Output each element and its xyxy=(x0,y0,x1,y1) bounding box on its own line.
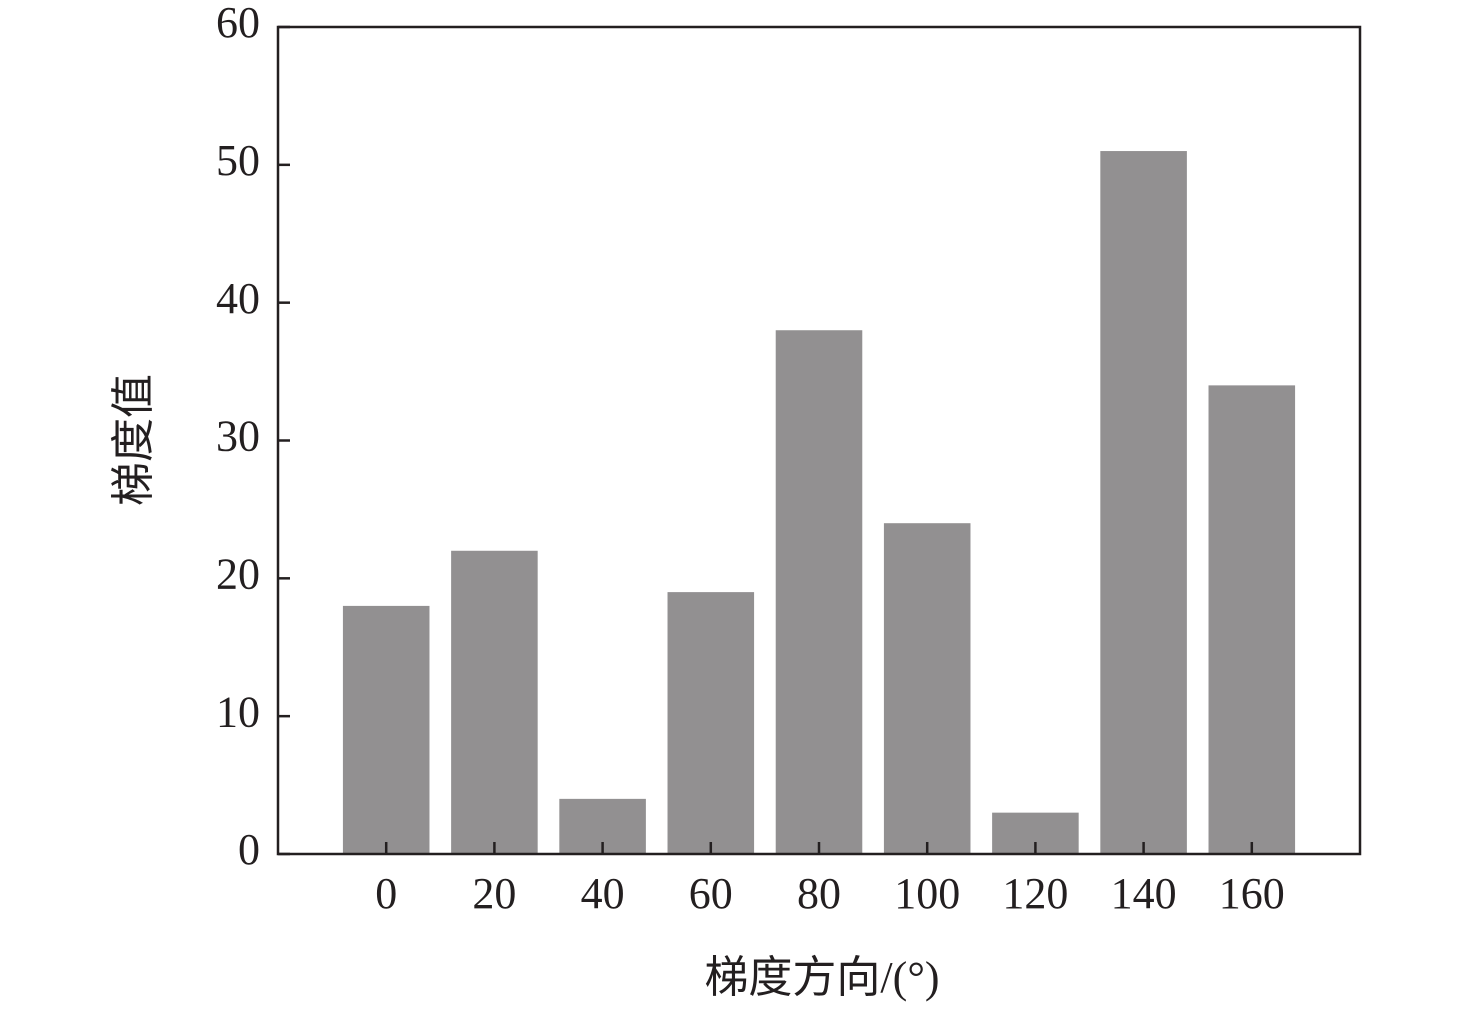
bar xyxy=(451,550,538,854)
x-tick-label: 60 xyxy=(689,869,733,918)
x-tick-label: 20 xyxy=(472,869,516,918)
x-tick-label: 0 xyxy=(375,869,397,918)
y-tick-label: 60 xyxy=(216,0,260,47)
bar xyxy=(1100,151,1187,855)
bar xyxy=(342,605,430,854)
x-tick-label: 120 xyxy=(1002,869,1068,918)
y-tick-label: 50 xyxy=(216,136,260,185)
x-tick-label: 100 xyxy=(894,869,960,918)
x-tick-label: 80 xyxy=(797,869,841,918)
x-axis-label: 梯度方向/(°) xyxy=(704,953,939,1002)
bar xyxy=(1208,385,1296,854)
x-tick-label: 40 xyxy=(581,869,625,918)
y-tick-label: 40 xyxy=(216,274,260,323)
bar xyxy=(883,523,971,854)
x-tick-label: 140 xyxy=(1111,869,1177,918)
y-axis-label: 梯度值 xyxy=(109,374,158,506)
y-tick-label: 20 xyxy=(216,549,260,598)
y-tick-label: 10 xyxy=(216,687,260,736)
y-tick-label: 0 xyxy=(238,825,260,874)
y-tick-label: 30 xyxy=(216,412,260,461)
bar xyxy=(667,592,755,854)
bar xyxy=(775,330,863,854)
x-tick-label: 160 xyxy=(1219,869,1285,918)
